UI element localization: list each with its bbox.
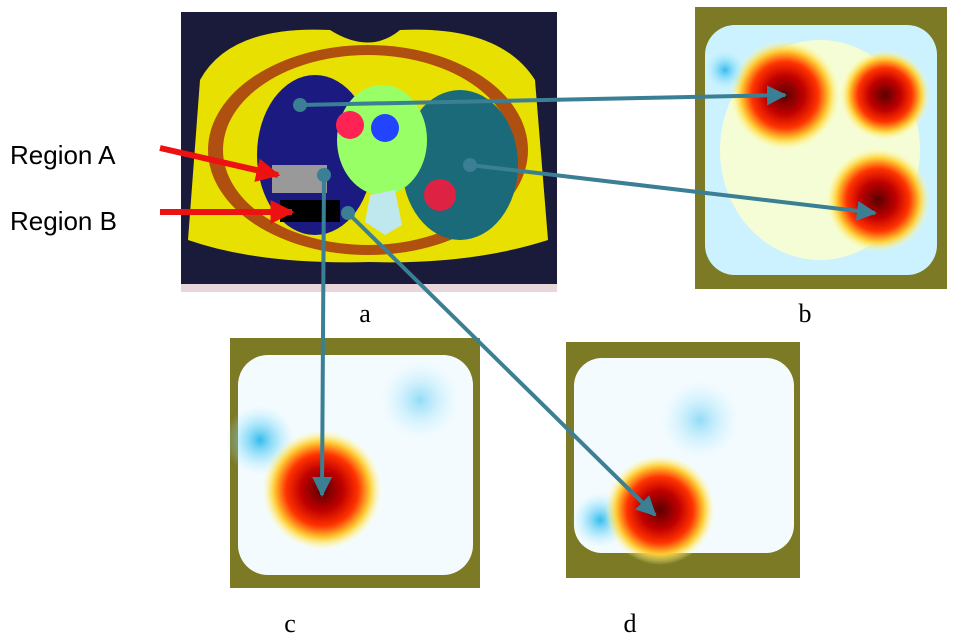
panel-label: c [284, 609, 296, 636]
panel-label: d [624, 609, 637, 636]
region-label: Region A [10, 140, 116, 170]
ct-image [181, 12, 557, 292]
panel-label: a [359, 299, 371, 328]
map-c [225, 338, 480, 588]
map-b [695, 7, 947, 289]
panel-label: b [799, 299, 812, 328]
region-label: Region B [10, 206, 117, 236]
figure: Region A Region B a b c d [0, 0, 961, 636]
